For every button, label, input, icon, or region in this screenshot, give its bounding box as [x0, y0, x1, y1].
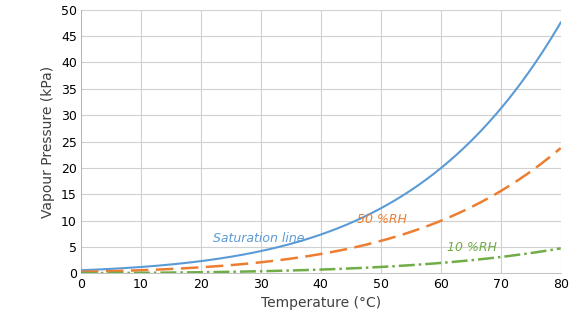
Text: Saturation line: Saturation line [213, 232, 305, 245]
Text: 50 %RH: 50 %RH [357, 213, 407, 226]
Text: 10 %RH: 10 %RH [447, 241, 497, 254]
X-axis label: Temperature (°C): Temperature (°C) [261, 296, 381, 310]
Y-axis label: Vapour Pressure (kPa): Vapour Pressure (kPa) [41, 66, 55, 218]
